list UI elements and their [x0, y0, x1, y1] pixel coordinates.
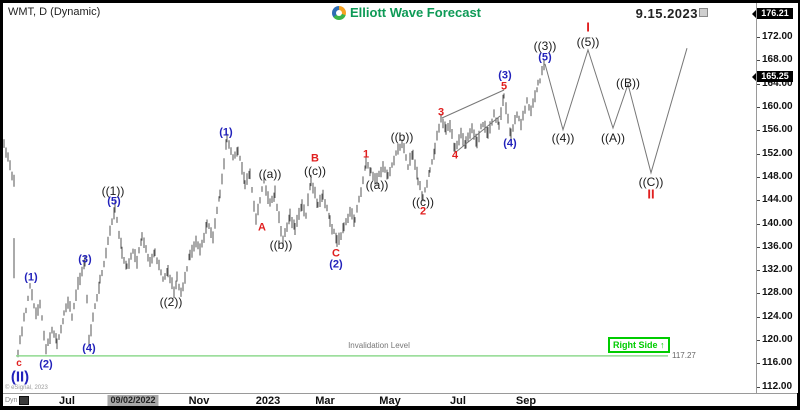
price-tick-mark [757, 37, 760, 39]
price-tick-label: 160.00 [762, 101, 793, 112]
time-tick-label: 2023 [255, 395, 281, 407]
time-tick-label: May [379, 395, 401, 407]
time-axis[interactable]: Jul Nov 2023 Mar May Jul Sep 09/02/2022 [3, 393, 797, 407]
time-tick-label: Mar [315, 395, 335, 407]
price-tick-mark [757, 60, 760, 62]
price-tick-label: 136.00 [762, 240, 793, 252]
price-tick-label: 116.00 [762, 357, 793, 369]
price-tick-label: 132.00 [762, 264, 793, 276]
price-tick-label: 156.00 [762, 124, 793, 136]
price-tick-label: 172.00 [762, 31, 793, 43]
price-tick-label: 168.00 [762, 54, 793, 66]
price-tick-label: 152.00 [762, 147, 793, 159]
price-tick-label: 120.00 [762, 334, 793, 345]
price-tick-mark [757, 200, 760, 202]
time-tick-label: Jul [59, 395, 75, 407]
price-tick-mark [757, 316, 760, 318]
time-tick-label: Jul [450, 395, 466, 407]
price-tick-mark [757, 246, 760, 248]
price-tick-label: 148.00 [762, 170, 793, 182]
highlighted-date-marker: 09/02/2022 [107, 395, 159, 406]
price-tick-label: 144.00 [762, 194, 793, 206]
price-tick-mark [757, 153, 760, 155]
price-tick-mark [757, 363, 760, 365]
time-tick-label: Nov [188, 395, 210, 407]
price-tick-label: 140.00 [762, 217, 793, 229]
price-tick-label: 164.00 [762, 77, 793, 89]
price-axis[interactable]: 172.00 168.00 164.00 160.00 156.00 152.00 148.… [756, 3, 798, 393]
price-tick-label: 112.00 [762, 380, 793, 392]
price-tick-mark [757, 176, 760, 178]
price-tick-label: 128.00 [762, 287, 793, 299]
price-tick-label: 124.00 [762, 310, 793, 322]
price-tick-mark [757, 223, 760, 225]
price-tick-mark [757, 386, 760, 388]
time-tick-label: Sep [515, 395, 537, 407]
price-tick-mark [757, 130, 760, 132]
price-tick-mark [757, 270, 760, 272]
chart-surface[interactable] [3, 3, 756, 393]
price-tick-mark [757, 340, 760, 341]
price-tick-mark [757, 107, 760, 108]
price-tick-mark [757, 83, 760, 85]
price-tick-mark [757, 293, 760, 295]
